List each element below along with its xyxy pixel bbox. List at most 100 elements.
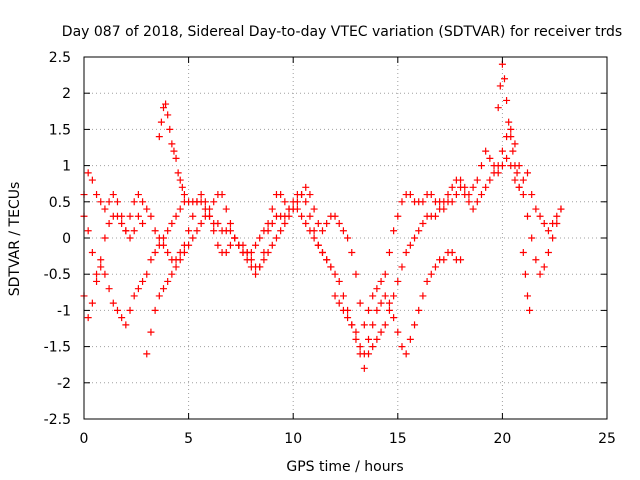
data-point xyxy=(302,220,310,228)
x-tick-label: 0 xyxy=(80,431,89,447)
data-point xyxy=(452,191,460,199)
data-point xyxy=(226,227,234,235)
data-point xyxy=(88,176,96,184)
data-point xyxy=(419,198,427,206)
data-point xyxy=(536,270,544,278)
data-point xyxy=(377,328,385,336)
grid-lines xyxy=(84,57,607,419)
data-point xyxy=(97,263,105,271)
data-point xyxy=(166,125,174,133)
data-point xyxy=(406,241,414,249)
data-point xyxy=(180,248,188,256)
data-point xyxy=(176,205,184,213)
x-tick-label: 15 xyxy=(389,431,407,447)
data-point xyxy=(352,328,360,336)
data-point xyxy=(553,220,561,228)
data-point xyxy=(159,285,167,293)
data-point xyxy=(482,147,490,155)
data-point xyxy=(143,270,151,278)
data-point xyxy=(331,212,339,220)
data-point xyxy=(352,335,360,343)
data-point xyxy=(411,234,419,242)
data-point xyxy=(544,248,552,256)
data-point xyxy=(553,212,561,220)
data-point xyxy=(226,220,234,228)
data-points xyxy=(80,60,565,372)
data-point xyxy=(126,212,134,220)
y-tick-label: 1 xyxy=(62,159,71,175)
data-point xyxy=(369,292,377,300)
data-point xyxy=(503,96,511,104)
data-point xyxy=(318,248,326,256)
data-point xyxy=(505,118,513,126)
data-point xyxy=(302,198,310,206)
data-point xyxy=(490,169,498,177)
data-point xyxy=(427,191,435,199)
data-point xyxy=(339,292,347,300)
data-point xyxy=(201,212,209,220)
data-point xyxy=(381,321,389,329)
data-point xyxy=(226,241,234,249)
data-point xyxy=(390,227,398,235)
data-point xyxy=(373,285,381,293)
data-point xyxy=(444,191,452,199)
data-point xyxy=(113,306,121,314)
data-point xyxy=(406,335,414,343)
data-point xyxy=(193,227,201,235)
data-point xyxy=(206,205,214,213)
data-point xyxy=(222,248,230,256)
data-point xyxy=(289,198,297,206)
data-point xyxy=(168,140,176,148)
x-axis-label: GPS time / hours xyxy=(286,459,403,475)
data-point xyxy=(557,205,565,213)
y-tick-label: 2 xyxy=(62,86,71,102)
data-point xyxy=(365,335,373,343)
data-point xyxy=(411,321,419,329)
data-point xyxy=(524,169,532,177)
data-point xyxy=(507,125,515,133)
data-point xyxy=(88,248,96,256)
data-point xyxy=(402,350,410,358)
data-point xyxy=(406,191,414,199)
data-point xyxy=(494,104,502,112)
data-point xyxy=(210,227,218,235)
data-point xyxy=(390,314,398,322)
data-point xyxy=(139,277,147,285)
data-point xyxy=(298,191,306,199)
data-point xyxy=(277,191,285,199)
data-point xyxy=(126,306,134,314)
data-point xyxy=(465,198,473,206)
data-point xyxy=(415,227,423,235)
data-point xyxy=(155,133,163,141)
data-point xyxy=(126,234,134,242)
data-point xyxy=(164,111,172,119)
data-point xyxy=(544,227,552,235)
data-point xyxy=(197,198,205,206)
y-tick-label: 0 xyxy=(62,231,71,247)
x-tick-label: 20 xyxy=(493,431,511,447)
data-point xyxy=(264,248,272,256)
data-point xyxy=(197,191,205,199)
data-point xyxy=(511,162,519,170)
data-point xyxy=(97,198,105,206)
data-point xyxy=(164,227,172,235)
data-point xyxy=(105,285,113,293)
data-point xyxy=(151,227,159,235)
data-point xyxy=(394,328,402,336)
data-point xyxy=(281,198,289,206)
data-point xyxy=(130,292,138,300)
chart-title: Day 087 of 2018, Sidereal Day-to-day VTE… xyxy=(62,24,622,40)
data-point xyxy=(122,227,130,235)
data-point xyxy=(139,198,147,206)
data-point xyxy=(360,364,368,372)
x-tick-label: 25 xyxy=(598,431,616,447)
data-point xyxy=(339,306,347,314)
data-point xyxy=(532,205,540,213)
data-point xyxy=(113,198,121,206)
data-point xyxy=(84,169,92,177)
data-point xyxy=(377,277,385,285)
data-point xyxy=(369,343,377,351)
data-point xyxy=(335,220,343,228)
data-point xyxy=(440,205,448,213)
